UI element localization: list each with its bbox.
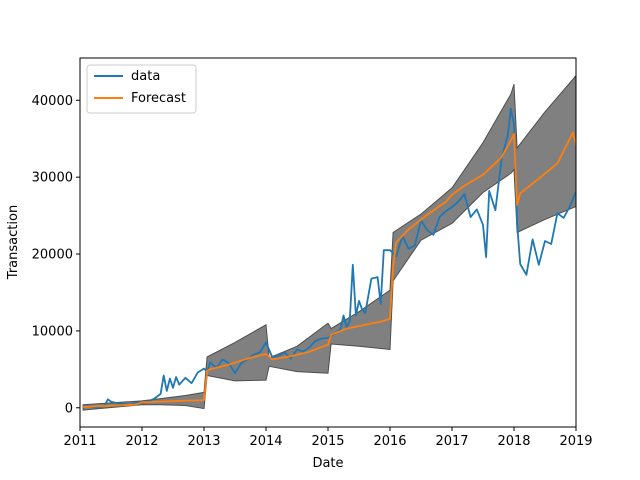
- y-tick-label: 30000: [32, 171, 73, 186]
- x-tick-label: 2015: [311, 434, 344, 449]
- x-tick-label: 2011: [63, 434, 96, 449]
- y-axis-label: Transaction: [6, 205, 21, 280]
- x-tick-label: 2019: [559, 434, 592, 449]
- y-tick-label: 40000: [32, 94, 73, 109]
- axes: 2011 2012 2013 2014 2015 2016 2017 2018 2019 0 100…: [32, 57, 593, 449]
- x-axis-label: Date: [312, 456, 343, 471]
- x-tick-label: 2018: [497, 434, 530, 449]
- x-tick-label: 2017: [435, 434, 468, 449]
- y-tick-label: 10000: [32, 324, 73, 339]
- y-tick-label: 0: [65, 401, 73, 416]
- series-line-data: [86, 107, 576, 409]
- legend-label-data: data: [131, 69, 160, 84]
- plot-content: [82, 74, 576, 411]
- legend-label-forecast: Forecast: [131, 91, 186, 106]
- series-line-forecast: [83, 131, 576, 408]
- x-tick-label: 2012: [125, 434, 158, 449]
- x-tick-label: 2013: [187, 434, 220, 449]
- legend: data Forecast: [86, 64, 197, 114]
- y-tick-label: 20000: [32, 248, 73, 263]
- plot-area: [82, 74, 576, 411]
- x-tick-label: 2016: [373, 434, 406, 449]
- x-tick-label: 2014: [249, 434, 282, 449]
